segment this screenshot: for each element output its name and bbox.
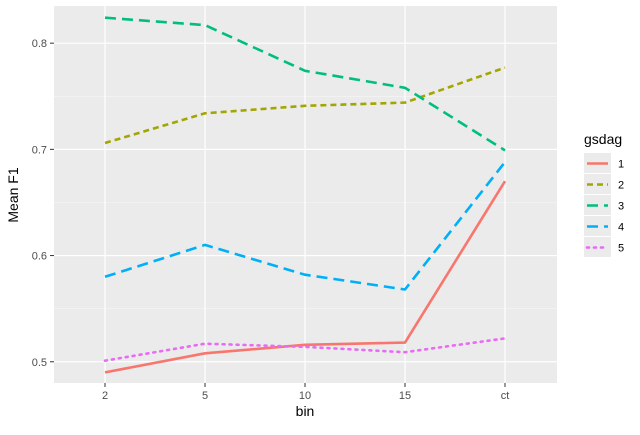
series-line-5 [103,337,507,363]
series-layer [103,16,507,374]
legend-title: gsdag [584,131,622,147]
legend-label-4: 4 [618,222,624,234]
series-line-3 [104,16,506,152]
x-tick-label: 2 [102,390,108,402]
x-tick-label: ct [501,390,510,402]
y-tick-label: 0.6 [32,251,47,263]
legend-label-5: 5 [618,243,624,255]
x-axis-title: bin [296,403,315,419]
x-tick-label: 10 [299,390,311,402]
x-axis: 2 5 10 15 ct [102,383,509,402]
series-line-1 [104,180,507,374]
major-grid [54,6,557,383]
y-axis: 0.5 0.6 0.7 0.8 [32,38,54,369]
y-axis-title: Mean F1 [5,167,21,222]
series-line-2 [104,66,506,145]
series-line-4 [104,161,507,291]
x-tick-label: 5 [202,390,208,402]
legend-label-1: 1 [618,159,624,171]
y-tick-label: 0.8 [32,38,47,50]
legend-label-3: 3 [618,201,624,213]
y-tick-label: 0.5 [32,357,47,369]
legend-label-2: 2 [618,180,624,192]
legend-key [584,237,611,257]
x-tick-label: 15 [399,390,411,402]
y-tick-label: 0.7 [32,144,47,156]
legend: gsdag 1 2 3 4 5 [584,131,624,257]
